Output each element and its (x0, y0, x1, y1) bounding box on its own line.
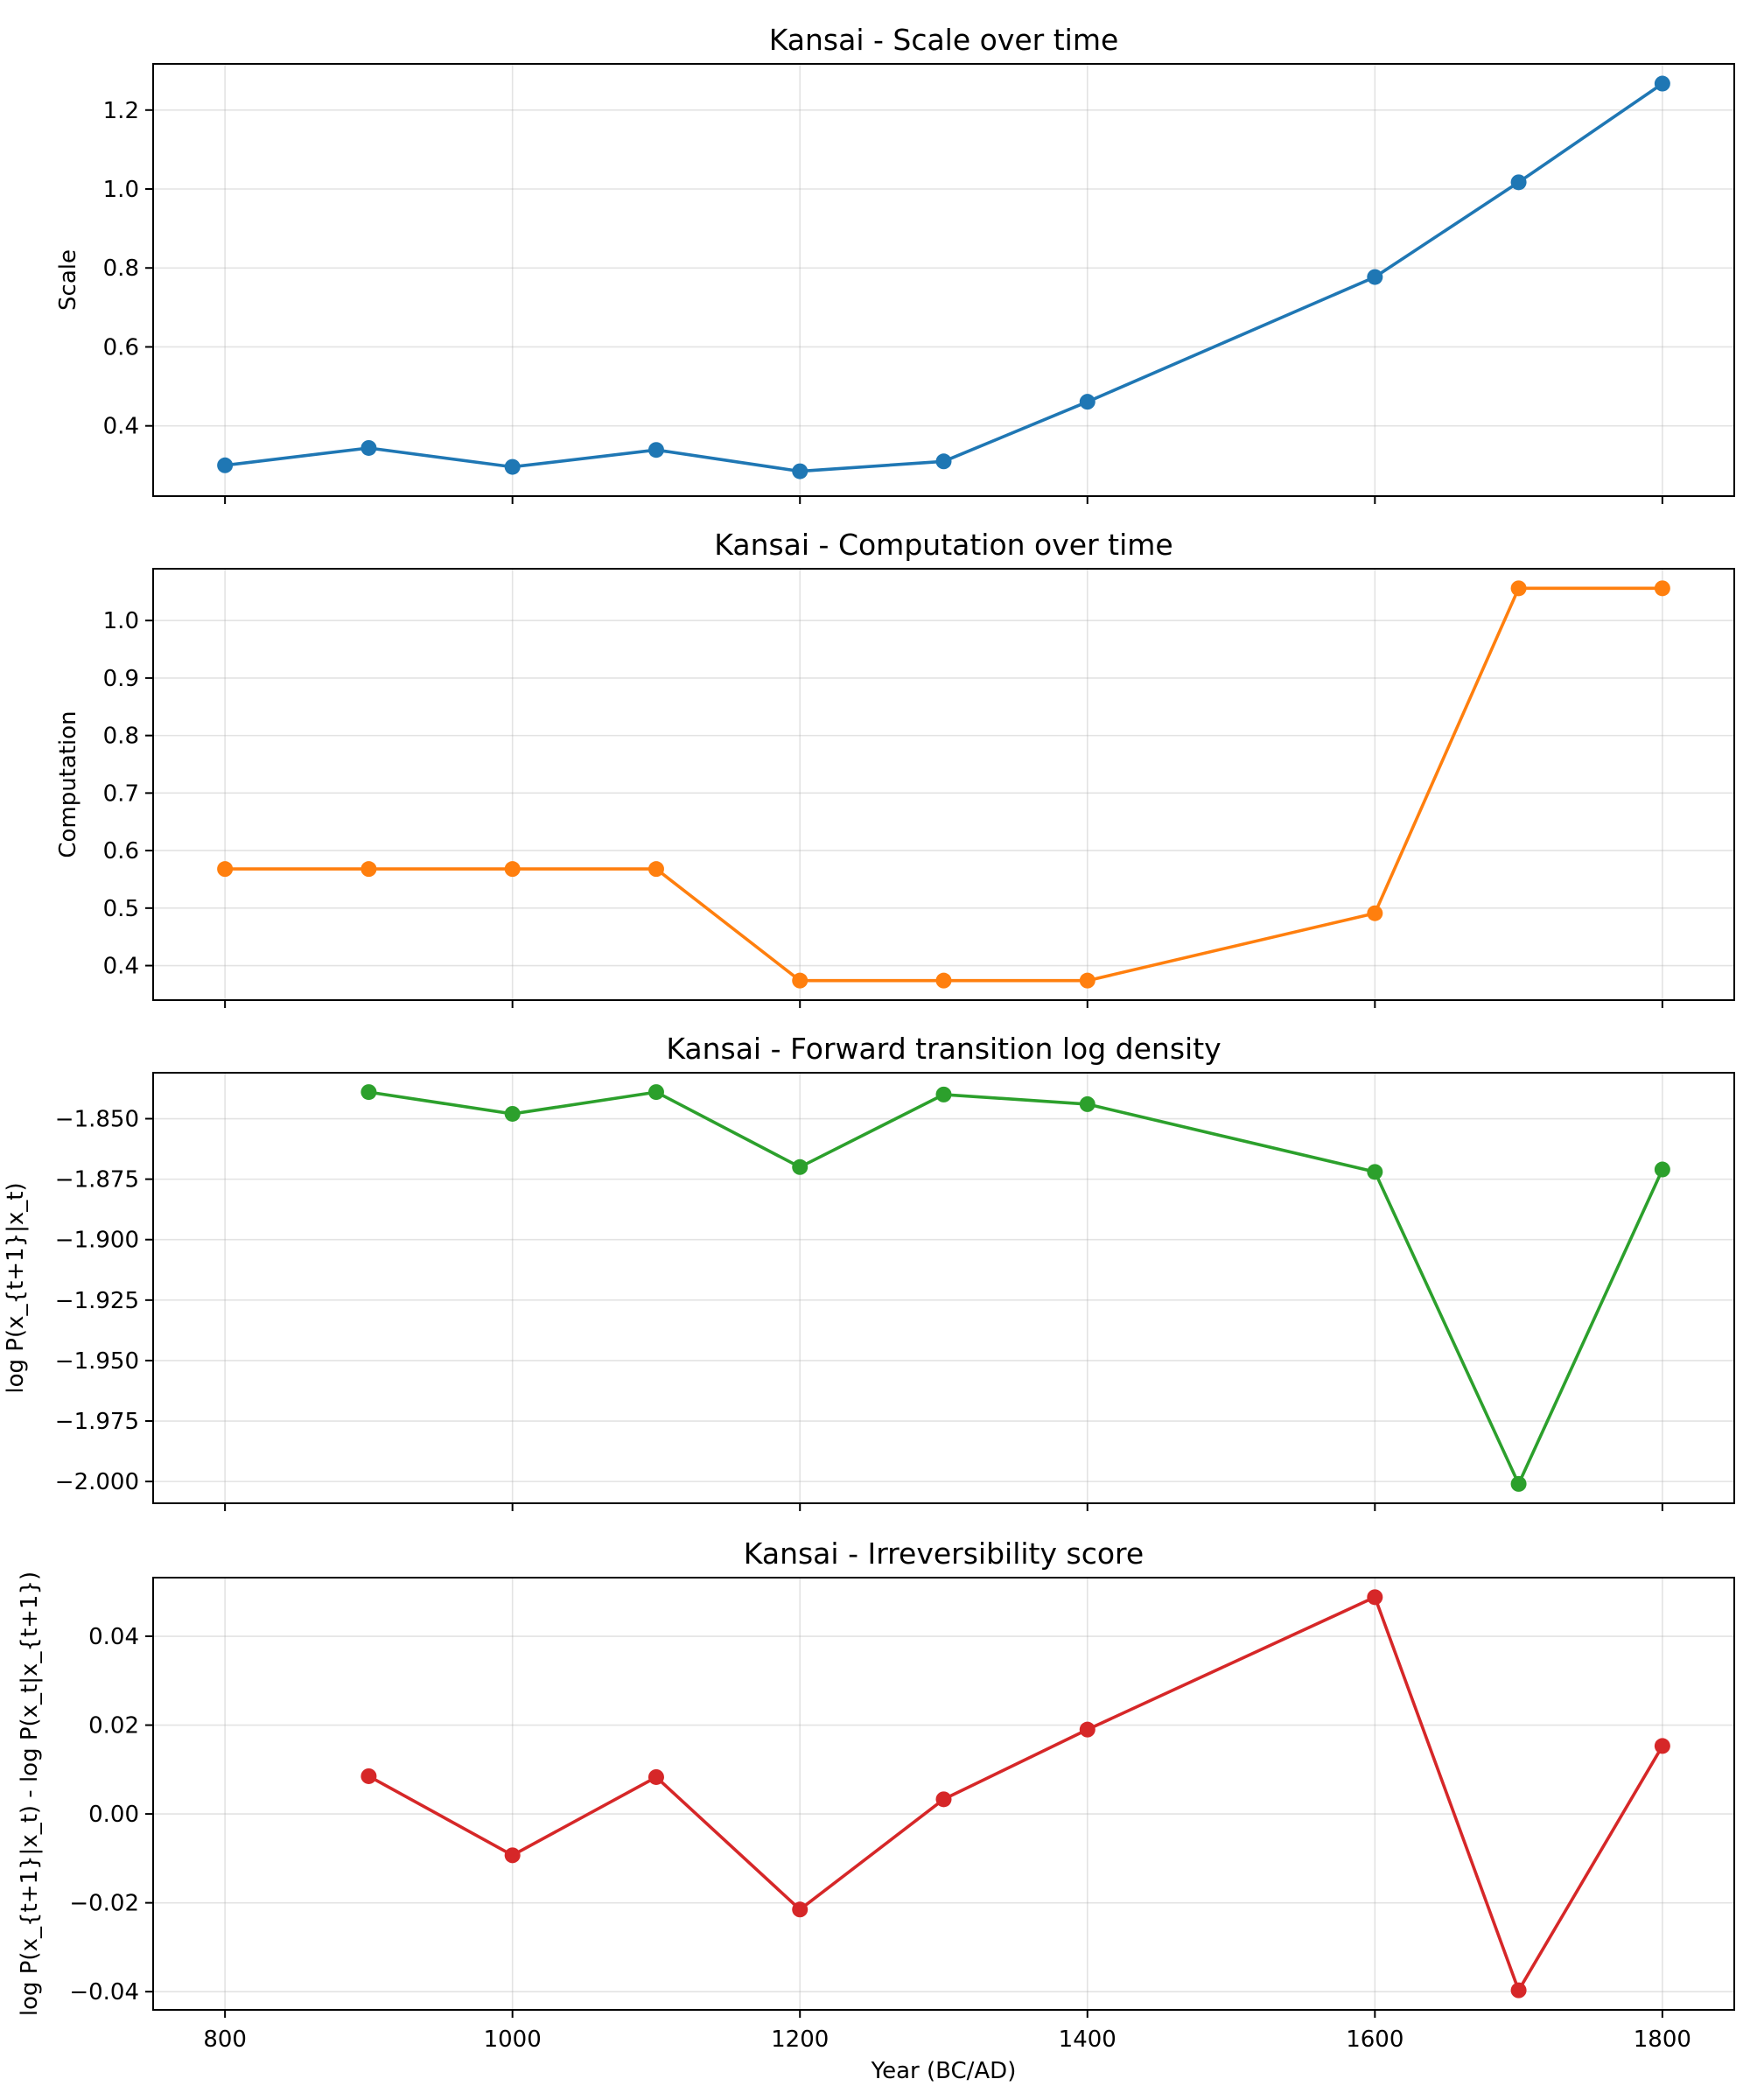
data-point (1367, 1164, 1383, 1180)
data-point (504, 1105, 521, 1122)
data-point (1510, 174, 1527, 191)
y-axis-label: log P(x_{t+1}|x_t) (3, 1182, 29, 1393)
y-tick-label: 0.9 (103, 666, 139, 692)
data-point (217, 861, 234, 878)
y-tick-label: −1.975 (55, 1409, 139, 1435)
data-point (360, 861, 377, 878)
x-tick-label: 1800 (1634, 2026, 1691, 2053)
y-tick-label: 0.04 (88, 1624, 139, 1650)
x-tick-label: 1400 (1059, 2026, 1116, 2053)
y-tick-label: −1.875 (55, 1167, 139, 1194)
y-tick-label: 0.8 (103, 724, 139, 750)
data-point (360, 1768, 377, 1784)
x-tick-label: 800 (203, 2026, 247, 2053)
y-axis-label: Scale (55, 249, 81, 311)
y-tick-label: 0.8 (103, 256, 139, 282)
data-point (360, 1084, 377, 1101)
data-point (1654, 1738, 1670, 1754)
data-point (935, 453, 952, 470)
y-tick-label: 1.2 (103, 98, 139, 124)
data-point (935, 1086, 952, 1102)
data-point (1079, 1721, 1096, 1738)
data-point (217, 457, 234, 473)
y-tick-label: 0.7 (103, 780, 139, 807)
y-axis-label: log P(x_{t+1}|x_t) - log P(x_t|x_{t+1}) (17, 1572, 43, 2016)
data-point (1079, 1096, 1096, 1112)
panel-1: 0.4 0.6 0.8 1.0 1.2 Kansai - Scale over time S… (55, 23, 1735, 504)
data-point (792, 463, 808, 480)
y-tick-label: −1.850 (55, 1107, 139, 1133)
chart-title: Kansai - Forward transition log density (666, 1032, 1221, 1066)
y-tick-label: −1.900 (55, 1228, 139, 1254)
y-tick-label: 1.0 (103, 608, 139, 634)
data-point (792, 1901, 808, 1918)
data-point (1654, 1161, 1670, 1178)
y-tick-label: −1.950 (55, 1348, 139, 1375)
data-point (1654, 75, 1670, 92)
data-point (504, 861, 521, 878)
data-point (1510, 1982, 1527, 1998)
x-axis-label: Year (BC/AD) (871, 2058, 1017, 2084)
data-point (648, 442, 664, 458)
plot-frame (152, 63, 1735, 497)
data-point (648, 1084, 664, 1101)
y-axis-label: Computation (55, 710, 81, 858)
y-tick-label: 0.00 (88, 1802, 139, 1828)
data-point (792, 1158, 808, 1175)
panel-4: 800 1000 1200 1400 1600 1800 −0.04 −0.02 0.00 0.0… (17, 1536, 1735, 2084)
panel-2: 0.4 0.5 0.6 0.7 0.8 0.9 1.0 Kansai - Computatio… (55, 528, 1735, 1008)
y-tick-label: −0.04 (69, 1979, 139, 2006)
data-point (1079, 972, 1096, 989)
y-tick-label: 1.0 (103, 177, 139, 203)
data-point (1654, 580, 1670, 597)
y-tick-label: −0.02 (69, 1891, 139, 1917)
chart-title: Kansai - Computation over time (714, 528, 1172, 562)
x-tick-label: 1000 (484, 2026, 542, 2053)
data-point (504, 1847, 521, 1864)
y-tick-label: 0.4 (103, 414, 139, 440)
series-line (368, 1595, 1664, 1992)
data-point (1367, 1589, 1383, 1606)
data-point (1367, 905, 1383, 921)
y-tick-label: 0.02 (88, 1713, 139, 1740)
data-point (648, 861, 664, 878)
y-tick-label: 0.6 (103, 838, 139, 864)
data-point (1079, 394, 1096, 410)
x-tick-label: 1600 (1346, 2026, 1404, 2053)
data-point (360, 439, 377, 456)
y-tick-label: 0.6 (103, 334, 139, 360)
data-point (1510, 580, 1527, 597)
y-tick-label: −2.000 (55, 1469, 139, 1495)
plot-frame (152, 1072, 1735, 1504)
series-line (368, 1090, 1664, 1486)
plot-frame (152, 568, 1735, 1001)
data-point (1510, 1475, 1527, 1492)
y-tick-label: 0.5 (103, 896, 139, 922)
data-point (648, 1768, 664, 1785)
data-point (1367, 269, 1383, 285)
series-line (224, 82, 1663, 473)
series-line (225, 586, 1662, 983)
plot-frame (152, 1577, 1735, 2011)
x-tick-label: 1200 (771, 2026, 829, 2053)
data-point (504, 458, 521, 475)
panel-3: −2.000 −1.975 −1.950 −1.925 −1.900 −1.875 −1.8… (3, 1032, 1735, 1511)
chart-title: Kansai - Irreversibility score (744, 1536, 1144, 1571)
data-point (935, 972, 952, 989)
data-point (792, 972, 808, 989)
chart-title: Kansai - Scale over time (769, 23, 1119, 57)
data-point (935, 1791, 952, 1808)
y-tick-label: 0.4 (103, 954, 139, 980)
y-tick-label: −1.925 (55, 1288, 139, 1314)
